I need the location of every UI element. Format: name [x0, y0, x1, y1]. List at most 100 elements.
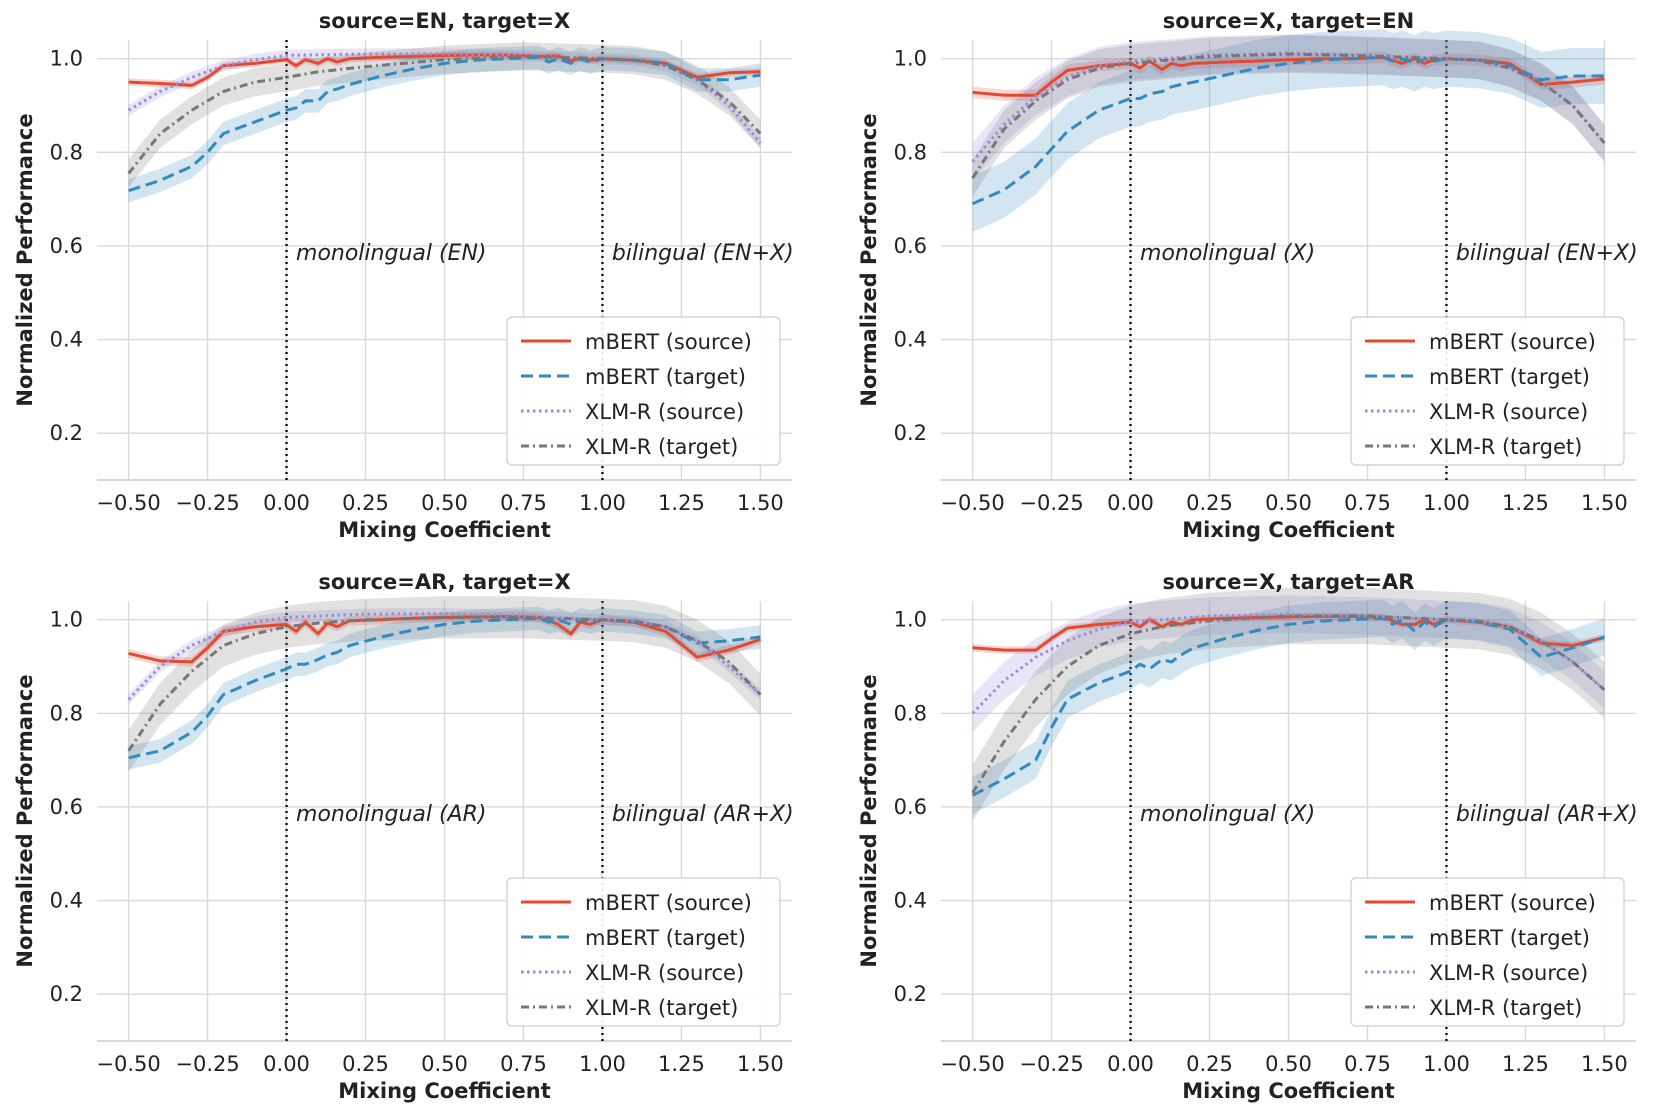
- x-tick-label: 0.75: [500, 491, 547, 515]
- x-tick-label: −0.25: [175, 1052, 239, 1076]
- legend-box: [506, 316, 781, 466]
- series-band-3: [128, 596, 761, 772]
- y-tick-label: 0.6: [894, 795, 927, 819]
- legend-entry: XLM-R (source): [585, 961, 744, 985]
- chart-panel-2: monolingual (X) bilingual (EN+X) −0.50 −0.2…: [857, 9, 1638, 542]
- y-axis-label: Normalized Performance: [857, 674, 881, 967]
- chart-title: source=X, target=EN: [1163, 9, 1414, 33]
- legend-entry: mBERT (source): [585, 330, 752, 354]
- x-tick-label: −0.25: [1019, 491, 1083, 515]
- x-tick-label: −0.50: [96, 1052, 160, 1076]
- y-tick-label: 0.4: [50, 889, 83, 913]
- x-tick-label: 1.00: [579, 491, 626, 515]
- annotation-label: bilingual (AR+X): [612, 802, 794, 827]
- x-axis-label: Mixing Coefficient: [1182, 1079, 1395, 1103]
- series-band-2: [972, 595, 1605, 733]
- y-tick-label: 0.2: [894, 421, 927, 445]
- legend-entry: mBERT (source): [1429, 891, 1596, 915]
- annotation-label: monolingual (EN): [296, 241, 486, 266]
- y-tick-label: 0.8: [50, 140, 83, 164]
- y-tick-label: 0.2: [894, 982, 927, 1006]
- legend-box: [506, 877, 781, 1027]
- x-tick-label: 1.50: [737, 1052, 784, 1076]
- y-tick-label: 0.4: [894, 328, 927, 352]
- x-tick-label: 0.75: [1344, 1052, 1391, 1076]
- y-axis-label: Normalized Performance: [857, 113, 881, 406]
- chart-title: source=EN, target=X: [319, 9, 570, 33]
- y-tick-label: 0.4: [50, 328, 83, 352]
- series-line-1: [971, 55, 1605, 206]
- y-axis-label: Normalized Performance: [13, 113, 37, 406]
- legend-entry: XLM-R (source): [1429, 961, 1588, 985]
- annotation-label: monolingual (AR): [296, 802, 486, 827]
- chart-title: source=AR, target=X: [318, 570, 570, 594]
- y-axis-label: Normalized Performance: [13, 674, 37, 967]
- legend: mBERT (source) mBERT (target) XLM-R (sourc…: [506, 316, 781, 466]
- legend-entry: XLM-R (target): [585, 435, 738, 459]
- annotation-label: bilingual (EN+X): [612, 241, 794, 266]
- chart-title: source=X, target=AR: [1163, 570, 1415, 594]
- y-tick-label: 0.2: [50, 982, 83, 1006]
- x-axis-label: Mixing Coefficient: [338, 518, 551, 542]
- legend-entry: XLM-R (source): [585, 400, 744, 424]
- x-tick-label: −0.25: [175, 491, 239, 515]
- x-tick-label: 0.25: [1186, 1052, 1233, 1076]
- x-tick-label: −0.50: [940, 1052, 1004, 1076]
- chart-panel-1: monolingual (EN) bilingual (EN+X) −0.50 −0.…: [13, 9, 794, 542]
- series-band-1: [972, 29, 1605, 232]
- x-tick-label: 0.25: [1186, 491, 1233, 515]
- y-tick-label: 1.0: [894, 47, 927, 71]
- x-tick-label: 0.75: [500, 1052, 547, 1076]
- x-tick-label: 1.50: [737, 491, 784, 515]
- annotation-label: bilingual (EN+X): [1456, 241, 1638, 266]
- x-tick-label: 1.25: [1502, 491, 1549, 515]
- legend-box: [1350, 316, 1625, 466]
- series-line-2: [971, 51, 1606, 163]
- x-tick-label: 0.50: [1265, 1052, 1312, 1076]
- series-line-3: [971, 614, 1606, 794]
- series-line-3: [127, 615, 762, 752]
- x-tick-label: 1.00: [1423, 1052, 1470, 1076]
- x-tick-label: 0.50: [421, 1052, 468, 1076]
- x-tick-label: 1.25: [1502, 1052, 1549, 1076]
- legend-entry: mBERT (target): [585, 926, 746, 950]
- legend-entry: mBERT (source): [585, 891, 752, 915]
- x-tick-label: 0.00: [1107, 1052, 1154, 1076]
- y-tick-label: 0.8: [50, 701, 83, 725]
- series-band-2: [972, 34, 1605, 181]
- x-tick-label: −0.50: [940, 491, 1004, 515]
- annotation-label: bilingual (AR+X): [1456, 802, 1638, 827]
- legend: mBERT (source) mBERT (target) XLM-R (sourc…: [1350, 877, 1625, 1027]
- series-band-3: [128, 42, 761, 188]
- annotation-label: monolingual (X): [1140, 241, 1315, 266]
- y-tick-label: 0.8: [894, 701, 927, 725]
- x-tick-label: 1.50: [1581, 491, 1628, 515]
- x-tick-label: 0.00: [1107, 491, 1154, 515]
- series-band-1: [972, 599, 1605, 814]
- y-tick-label: 1.0: [50, 608, 83, 632]
- x-tick-label: −0.25: [1019, 1052, 1083, 1076]
- chart-panel-3: monolingual (AR) bilingual (AR+X) −0.50 −0.…: [13, 570, 794, 1103]
- series-band-1: [128, 45, 761, 203]
- legend-entry: XLM-R (target): [585, 996, 738, 1020]
- series-line-1: [128, 55, 761, 193]
- legend-entry: XLM-R (target): [1429, 996, 1582, 1020]
- y-tick-label: 1.0: [50, 47, 83, 71]
- x-tick-label: 1.50: [1581, 1052, 1628, 1076]
- chart-panel-4: monolingual (X) bilingual (AR+X) −0.50 −0.2…: [857, 570, 1638, 1103]
- legend: mBERT (source) mBERT (target) XLM-R (sourc…: [506, 877, 781, 1027]
- legend-entry: mBERT (source): [1429, 330, 1596, 354]
- legend-entry: mBERT (target): [1429, 926, 1590, 950]
- legend: mBERT (source) mBERT (target) XLM-R (sourc…: [1350, 316, 1625, 466]
- x-axis-label: Mixing Coefficient: [338, 1079, 551, 1103]
- series-band-3: [972, 587, 1605, 821]
- x-tick-label: 0.00: [263, 491, 310, 515]
- y-tick-label: 1.0: [894, 608, 927, 632]
- x-tick-label: 1.25: [658, 1052, 705, 1076]
- x-tick-label: 0.50: [1265, 491, 1312, 515]
- legend-entry: mBERT (target): [1429, 365, 1590, 389]
- x-tick-label: −0.50: [96, 491, 160, 515]
- series-band-3: [972, 35, 1605, 197]
- series-line-1: [128, 616, 761, 760]
- y-tick-label: 0.2: [50, 421, 83, 445]
